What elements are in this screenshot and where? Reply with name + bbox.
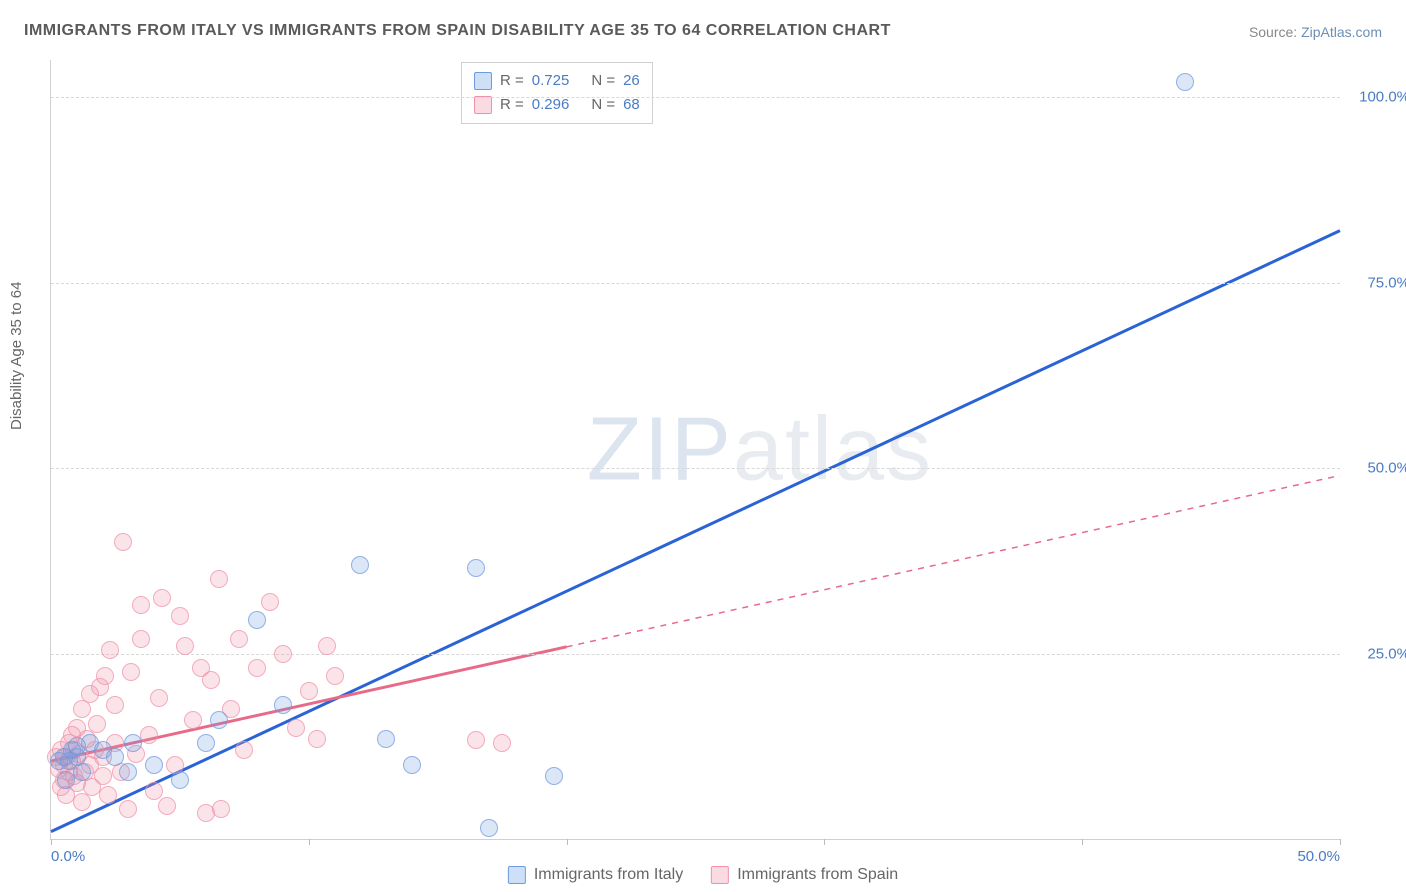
scatter-point: [119, 763, 137, 781]
scatter-point: [132, 630, 150, 648]
scatter-point: [132, 596, 150, 614]
scatter-point: [94, 767, 112, 785]
x-tick-label: 50.0%: [1297, 848, 1340, 865]
scatter-point: [351, 556, 369, 574]
scatter-point: [210, 570, 228, 588]
scatter-point: [274, 645, 292, 663]
chart-title: IMMIGRANTS FROM ITALY VS IMMIGRANTS FROM…: [24, 22, 891, 40]
scatter-point: [122, 663, 140, 681]
scatter-point: [171, 607, 189, 625]
scatter-point: [318, 637, 336, 655]
x-tick: [1082, 839, 1083, 845]
source-label: Source:: [1249, 24, 1297, 40]
scatter-point: [106, 696, 124, 714]
scatter-point: [73, 763, 91, 781]
legend-r-label: R =: [500, 69, 524, 93]
scatter-point: [150, 689, 168, 707]
y-tick-label: 50.0%: [1367, 460, 1406, 477]
scatter-point: [88, 715, 106, 733]
y-tick-label: 75.0%: [1367, 274, 1406, 291]
y-axis-label: Disability Age 35 to 64: [8, 282, 25, 430]
scatter-point: [261, 593, 279, 611]
scatter-point: [158, 797, 176, 815]
legend-swatch: [508, 866, 526, 884]
scatter-point: [210, 711, 228, 729]
trend-line-extrapolated: [567, 475, 1340, 646]
scatter-point: [114, 533, 132, 551]
scatter-point: [99, 786, 117, 804]
x-tick: [51, 839, 52, 845]
legend-swatch: [474, 72, 492, 90]
scatter-point: [153, 589, 171, 607]
source-attribution: Source: ZipAtlas.com: [1249, 24, 1382, 40]
source-link[interactable]: ZipAtlas.com: [1301, 24, 1382, 40]
legend-swatch: [474, 96, 492, 114]
scatter-point: [467, 731, 485, 749]
scatter-point: [300, 682, 318, 700]
y-tick-label: 25.0%: [1367, 645, 1406, 662]
scatter-point: [545, 767, 563, 785]
scatter-point: [73, 793, 91, 811]
x-tick: [309, 839, 310, 845]
scatter-point: [96, 667, 114, 685]
correlation-legend: R = 0.725N = 26R = 0.296N = 68: [461, 62, 653, 124]
x-tick: [1340, 839, 1341, 845]
y-tick-label: 100.0%: [1359, 89, 1406, 106]
scatter-point: [493, 734, 511, 752]
scatter-point: [101, 641, 119, 659]
scatter-point: [274, 696, 292, 714]
scatter-point: [184, 711, 202, 729]
scatter-point: [106, 748, 124, 766]
scatter-point: [202, 671, 220, 689]
legend-label: Immigrants from Italy: [534, 866, 683, 884]
x-tick: [824, 839, 825, 845]
scatter-point: [145, 782, 163, 800]
scatter-point: [248, 611, 266, 629]
legend-swatch: [711, 866, 729, 884]
plot-area: ZIPatlas R = 0.725N = 26R = 0.296N = 68 …: [50, 60, 1340, 840]
scatter-point: [171, 771, 189, 789]
x-tick-label: 0.0%: [51, 848, 85, 865]
x-tick: [567, 839, 568, 845]
scatter-point: [176, 637, 194, 655]
scatter-point: [197, 734, 215, 752]
gridline: [51, 654, 1340, 655]
scatter-point: [377, 730, 395, 748]
scatter-point: [480, 819, 498, 837]
scatter-point: [235, 741, 253, 759]
scatter-point: [145, 756, 163, 774]
gridline: [51, 97, 1340, 98]
scatter-point: [326, 667, 344, 685]
legend-label: Immigrants from Spain: [737, 866, 898, 884]
legend-row: R = 0.725 N = 26: [474, 69, 640, 93]
legend-n-value: 26: [623, 69, 640, 93]
scatter-point: [124, 734, 142, 752]
legend-r-value: 0.725: [532, 69, 570, 93]
scatter-point: [308, 730, 326, 748]
series-legend: Immigrants from Italy Immigrants from Spa…: [508, 866, 898, 884]
scatter-point: [119, 800, 137, 818]
scatter-point: [403, 756, 421, 774]
scatter-point: [467, 559, 485, 577]
legend-item: Immigrants from Italy: [508, 866, 683, 884]
legend-item: Immigrants from Spain: [711, 866, 898, 884]
scatter-point: [248, 659, 266, 677]
gridline: [51, 468, 1340, 469]
legend-n-label: N =: [591, 69, 615, 93]
scatter-point: [140, 726, 158, 744]
scatter-point: [287, 719, 305, 737]
scatter-point: [230, 630, 248, 648]
trend-lines-svg: [51, 60, 1340, 839]
scatter-point: [212, 800, 230, 818]
scatter-point: [1176, 73, 1194, 91]
gridline: [51, 283, 1340, 284]
